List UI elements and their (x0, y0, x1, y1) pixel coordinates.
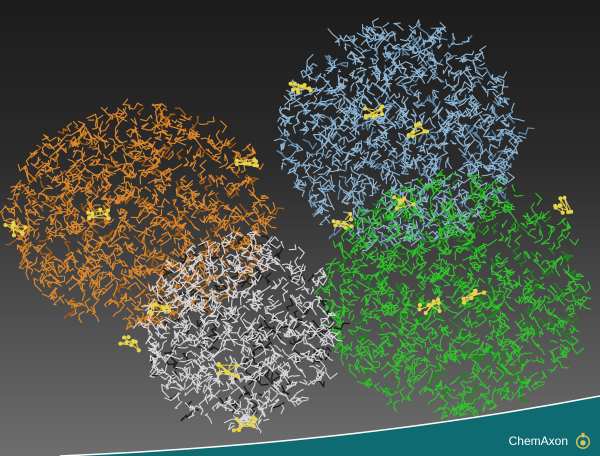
ligand (216, 361, 241, 379)
brand-name: ChemAxon (508, 434, 568, 448)
blue-chain-backbone (273, 17, 527, 251)
ligand (3, 220, 28, 238)
ligand-group (3, 81, 574, 433)
ligand (392, 195, 416, 211)
green-chain (313, 168, 592, 423)
ligand (148, 302, 172, 317)
ligand (331, 211, 354, 230)
green-chain-backbone (313, 168, 592, 423)
flask-icon (575, 432, 591, 449)
ligand (86, 207, 111, 221)
orange-chain-backbone-shadow (5, 107, 285, 320)
orange-chain (0, 98, 285, 333)
brand-logo-lockup: ChemAxon (509, 432, 592, 450)
ligand (553, 195, 574, 215)
ligand (234, 157, 259, 168)
ligand (417, 297, 442, 315)
ligand (461, 288, 487, 305)
ligand (118, 335, 141, 353)
ligand (406, 121, 430, 139)
ligand (363, 104, 385, 120)
ligand (288, 81, 313, 95)
